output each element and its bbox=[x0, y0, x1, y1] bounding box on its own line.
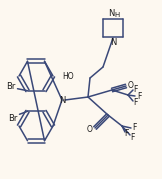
Text: F: F bbox=[124, 129, 128, 139]
Text: HO: HO bbox=[62, 71, 74, 81]
Text: N: N bbox=[110, 38, 116, 47]
Text: F: F bbox=[130, 132, 134, 142]
Text: F: F bbox=[133, 84, 137, 93]
Text: H: H bbox=[114, 12, 120, 18]
Text: N: N bbox=[108, 9, 114, 18]
Text: Br: Br bbox=[8, 114, 17, 123]
Text: F: F bbox=[132, 124, 136, 132]
Text: N: N bbox=[59, 96, 65, 105]
Text: F: F bbox=[133, 98, 137, 107]
Text: O: O bbox=[87, 125, 93, 134]
Text: Br: Br bbox=[6, 82, 15, 91]
Text: O: O bbox=[128, 81, 134, 90]
Text: F: F bbox=[137, 91, 141, 100]
